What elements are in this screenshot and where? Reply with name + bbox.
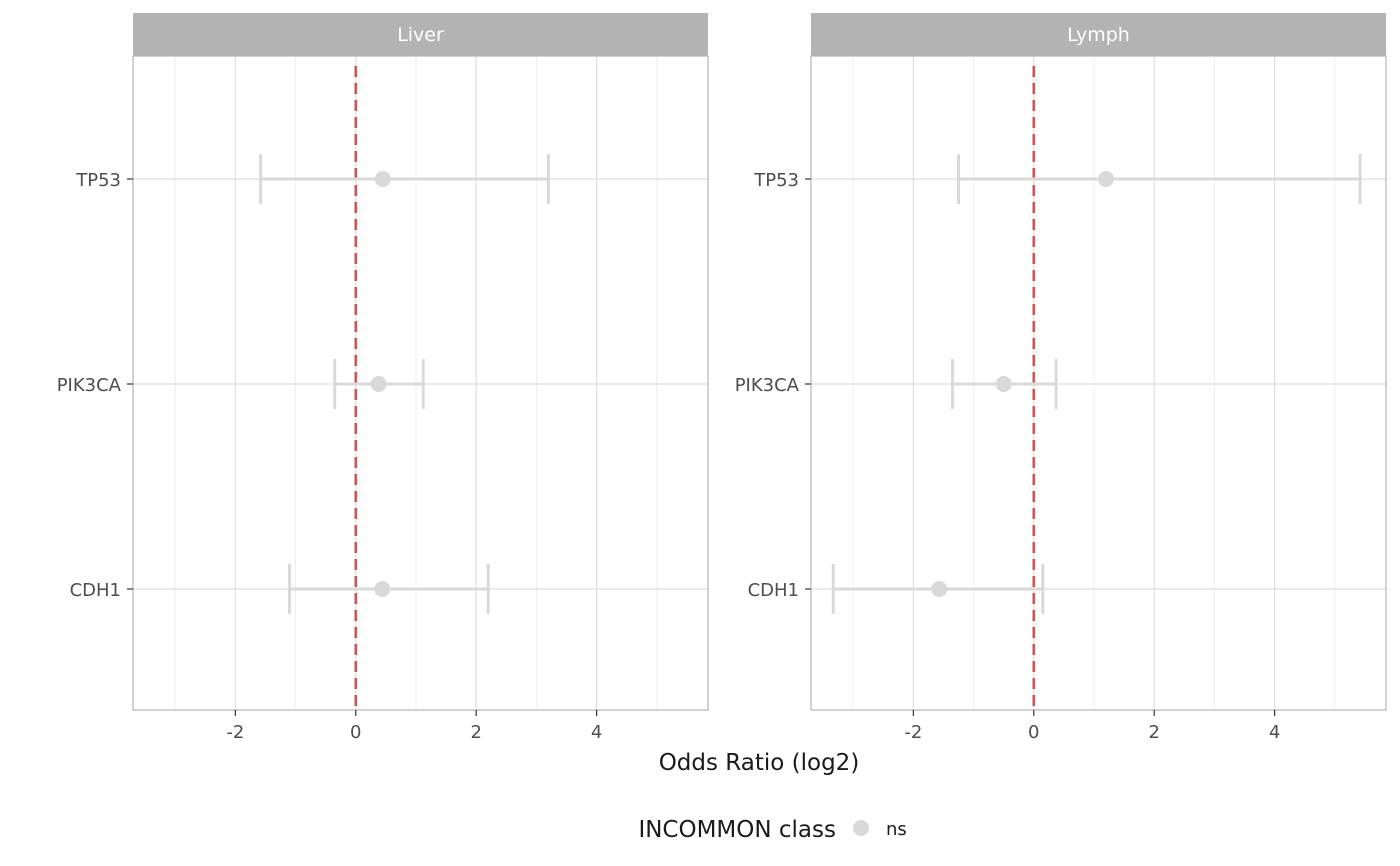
strip-background <box>133 13 708 56</box>
x-tick-label: 0 <box>350 722 361 743</box>
y-tick-label-tp53: TP53 <box>75 170 121 191</box>
y-tick-label-cdh1: CDH1 <box>748 580 799 601</box>
x-axis-title: Odds Ratio (log2) <box>659 750 860 776</box>
x-tick-label: 2 <box>470 722 481 743</box>
y-tick-label-cdh1: CDH1 <box>70 580 121 601</box>
point-pik3ca <box>370 376 387 392</box>
panel-lymph: Lymph TP53 PIK3CA CDH1 -2 0 2 4 <box>735 13 1387 743</box>
x-tick-label: -2 <box>226 722 244 743</box>
legend-label-ns: ns <box>886 819 907 840</box>
x-tick-label: 4 <box>591 722 602 743</box>
x-tick-label: 0 <box>1028 722 1039 743</box>
y-tick-label-pik3ca: PIK3CA <box>57 375 122 396</box>
x-tick-label: 2 <box>1148 722 1159 743</box>
x-tick-label: 4 <box>1269 722 1280 743</box>
y-tick-label-pik3ca: PIK3CA <box>735 375 800 396</box>
panel-liver: Liver TP53 PIK3CA CDH1 -2 0 2 4 <box>57 13 709 743</box>
legend-title: INCOMMON class <box>638 817 836 843</box>
legend: INCOMMON class ns <box>638 817 906 843</box>
point-cdh1 <box>374 581 391 597</box>
point-cdh1 <box>931 581 948 597</box>
legend-key-ns <box>853 820 869 836</box>
point-tp53 <box>374 171 391 187</box>
point-tp53 <box>1098 171 1115 187</box>
x-tick-label: -2 <box>904 722 922 743</box>
panel-background <box>811 56 1386 710</box>
strip-label-liver: Liver <box>397 24 444 46</box>
panels-layer: Liver TP53 PIK3CA CDH1 -2 0 2 4 Lymph TP53 PIK3CA C… <box>57 13 1387 743</box>
y-tick-label-tp53: TP53 <box>753 170 799 191</box>
strip-label-lymph: Lymph <box>1067 24 1130 46</box>
strip-background <box>811 13 1386 56</box>
point-pik3ca <box>995 376 1012 392</box>
